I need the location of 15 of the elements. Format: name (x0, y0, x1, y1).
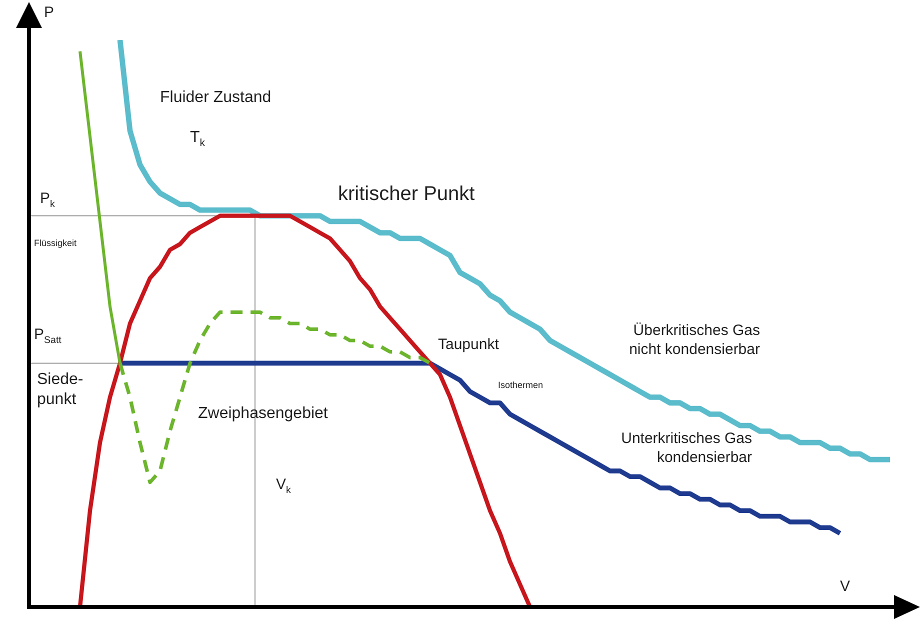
ref-line-label: P$_{Satt}$ (34, 326, 62, 348)
y-axis-title: P (44, 4, 54, 23)
annotation: kritischer Punkt (338, 182, 475, 207)
annotation: Flüssigkeit (34, 238, 77, 250)
annotation: Siede- punkt (37, 370, 84, 410)
annotation: T$_{k}$ (190, 128, 205, 150)
annotation: Unterkritisches Gas kondensierbar (621, 430, 752, 468)
annotation: Isothermen (498, 380, 544, 392)
annotation: V$_{k}$ (276, 476, 291, 498)
x-axis-title: V (840, 578, 850, 597)
annotation: Taupunkt (438, 336, 499, 355)
ref-line-label: P$_{k}$ (40, 190, 55, 212)
annotation: Zweiphasengebiet (198, 404, 328, 424)
annotation: Fluider Zustand (160, 88, 272, 108)
annotation: Überkritisches Gas nicht kondensierbar (629, 322, 760, 360)
